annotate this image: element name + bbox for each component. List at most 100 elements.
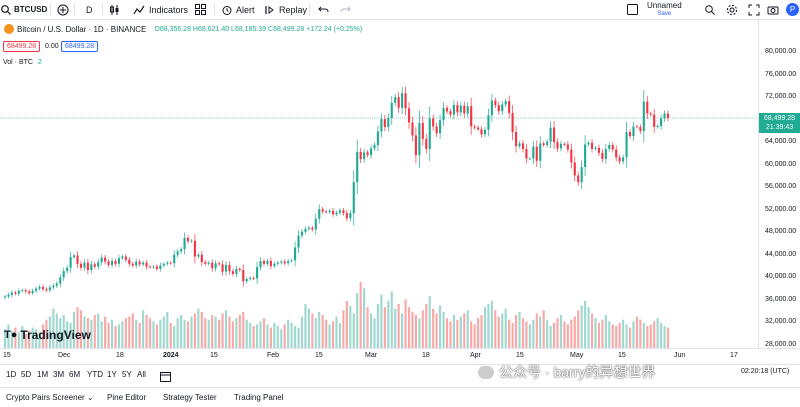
candle-body bbox=[349, 213, 352, 219]
volume-bar bbox=[307, 308, 310, 348]
candle-body bbox=[359, 151, 362, 160]
redo-button[interactable] bbox=[340, 0, 351, 19]
volume-bar bbox=[528, 324, 531, 348]
candle-body bbox=[514, 132, 518, 147]
fullscreen-button[interactable] bbox=[748, 0, 760, 19]
bottom-tab-crypto-pairs-screener[interactable]: Crypto Pairs Screener ⌄ bbox=[6, 393, 94, 402]
fullscreen-icon bbox=[748, 4, 760, 16]
quick-search-button[interactable] bbox=[704, 0, 716, 19]
volume-bar bbox=[663, 326, 666, 348]
buy-price-button[interactable]: 68499.28 bbox=[61, 41, 99, 52]
candle-body bbox=[573, 162, 576, 176]
range-button-6m[interactable]: 6M bbox=[69, 370, 81, 379]
candle-body bbox=[173, 254, 176, 264]
candle-body bbox=[532, 146, 535, 159]
candle-body bbox=[83, 262, 86, 268]
clock[interactable]: 02:20:18 (UTC) bbox=[741, 368, 790, 375]
volume-bar bbox=[445, 318, 449, 348]
settings-button[interactable] bbox=[726, 0, 738, 19]
symbol-search-button[interactable]: BTCUSD bbox=[0, 0, 47, 19]
candle-body bbox=[190, 240, 193, 242]
price-axis-label: 56,000.00 bbox=[765, 183, 797, 191]
sell-price-button[interactable]: 68499.28 bbox=[3, 41, 41, 52]
last-price-label: 68,499.28 bbox=[763, 115, 796, 122]
price-axis-label: 36,000.00 bbox=[765, 295, 797, 303]
goto-date-button[interactable] bbox=[160, 369, 171, 387]
volume-bar bbox=[532, 319, 535, 348]
bottom-tab-pine-editor[interactable]: Pine Editor bbox=[107, 393, 147, 402]
range-button-1m[interactable]: 1M bbox=[37, 370, 49, 379]
volume-bar bbox=[76, 307, 79, 348]
templates-button[interactable] bbox=[195, 0, 206, 19]
volume-bar bbox=[483, 307, 487, 348]
candle-body bbox=[649, 113, 652, 115]
volume-bar bbox=[649, 324, 652, 348]
candle-body bbox=[128, 259, 131, 264]
alert-button[interactable]: Alert bbox=[221, 0, 255, 19]
candle-body bbox=[411, 122, 414, 136]
range-button-all[interactable]: All bbox=[137, 370, 146, 379]
candle-body bbox=[528, 158, 531, 160]
volume-bar bbox=[625, 324, 628, 348]
volume-value: 2 bbox=[37, 59, 42, 66]
candle-body bbox=[321, 209, 324, 212]
candle-body bbox=[608, 145, 611, 149]
candle-body bbox=[269, 260, 272, 267]
candle-body bbox=[86, 262, 89, 270]
indicators-button[interactable]: Indicators bbox=[133, 0, 188, 19]
volume-bar bbox=[366, 307, 369, 348]
volume-bar bbox=[259, 321, 262, 348]
volume-bar bbox=[387, 300, 390, 348]
volume-bar bbox=[338, 322, 342, 348]
volume-bar bbox=[535, 313, 538, 348]
range-button-ytd[interactable]: YTD bbox=[87, 370, 103, 379]
compare-button[interactable] bbox=[57, 0, 69, 19]
undo-button[interactable] bbox=[318, 0, 329, 19]
range-button-1d[interactable]: 1D bbox=[6, 370, 17, 379]
volume-bar bbox=[197, 308, 200, 348]
chart-type-button[interactable] bbox=[109, 0, 121, 19]
volume-bar bbox=[31, 327, 34, 348]
bottom-tab-strategy-tester[interactable]: Strategy Tester bbox=[163, 393, 217, 402]
candle-body bbox=[432, 118, 435, 127]
price-chart[interactable] bbox=[0, 20, 758, 348]
candle-body bbox=[311, 227, 314, 230]
volume-bar bbox=[152, 321, 155, 348]
volume-bar bbox=[114, 326, 117, 348]
tradingview-logo[interactable]: T● TradingView bbox=[4, 328, 91, 342]
symbol-label: BTCUSD bbox=[14, 5, 48, 14]
candle-body bbox=[31, 290, 34, 294]
candle-body bbox=[663, 113, 666, 119]
candle-body bbox=[383, 119, 386, 128]
price-axis[interactable]: 80,000.0076,000.0072,000.0068,000.0064,0… bbox=[758, 20, 800, 348]
snapshot-button[interactable] bbox=[767, 0, 779, 19]
volume-bar bbox=[79, 310, 83, 348]
range-button-5y[interactable]: 5Y bbox=[122, 370, 132, 379]
range-button-5d[interactable]: 5D bbox=[21, 370, 32, 379]
candle-body bbox=[331, 210, 335, 215]
volume-bar bbox=[325, 319, 328, 348]
range-button-1y[interactable]: 1Y bbox=[107, 370, 117, 379]
candle-body bbox=[35, 288, 38, 291]
plus-circle-icon bbox=[57, 4, 69, 16]
candle-body bbox=[439, 120, 442, 134]
volume-bar bbox=[97, 313, 100, 348]
volume-bar bbox=[615, 326, 618, 348]
time-axis[interactable]: 15 Dec 18 2024 15 Feb 15 Mar 18 Apr 15 May 15 Jun 17 bbox=[0, 348, 800, 365]
candle-body bbox=[397, 97, 400, 108]
candle-body bbox=[552, 127, 556, 143]
candle-body bbox=[642, 101, 645, 131]
volume-bar bbox=[666, 327, 670, 348]
volume-bar bbox=[566, 324, 569, 348]
layout-button[interactable]: Unnamed Save bbox=[627, 0, 682, 19]
bottom-tab-trading-panel[interactable]: Trading Panel bbox=[234, 393, 284, 402]
interval-button[interactable]: D bbox=[86, 0, 93, 19]
volume-bar bbox=[72, 311, 76, 348]
range-button-3m[interactable]: 3M bbox=[53, 370, 65, 379]
volume-bar bbox=[290, 322, 293, 348]
volume-bar bbox=[69, 322, 72, 348]
user-avatar-button[interactable]: P bbox=[786, 0, 799, 19]
volume-bar bbox=[218, 319, 221, 348]
replay-button[interactable]: Replay bbox=[264, 0, 307, 19]
volume-bar bbox=[542, 310, 545, 348]
